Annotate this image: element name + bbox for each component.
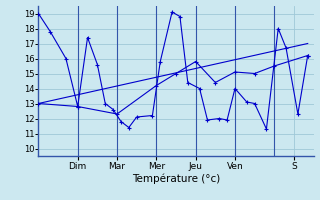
- X-axis label: Température (°c): Température (°c): [132, 173, 220, 184]
